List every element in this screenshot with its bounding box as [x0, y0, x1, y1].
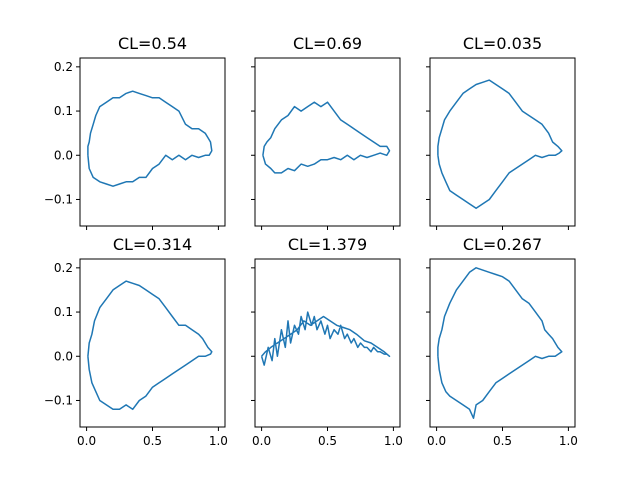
subplot-grid: CL=0.54 −0.1 0.0 0.1 0.2 CL=0.69 CL=0.035 CL=0.… [44, 34, 578, 448]
y-tick-label: 0.1 [54, 305, 73, 319]
axes-frame [429, 57, 576, 227]
y-tick-label: 0.1 [54, 104, 73, 118]
x-tick-label: 0.0 [427, 434, 446, 448]
axes-frame [254, 57, 401, 227]
subplot-4: CL=0.314 0.0 0.5 1.0 −0.1 0.0 0.1 0.2 [44, 235, 228, 448]
y-tick-label: 0.2 [54, 261, 73, 275]
x-tick-label: 0.0 [77, 434, 96, 448]
series-line [87, 280, 213, 411]
x-tick-label: 1.0 [559, 434, 578, 448]
subplot-title: CL=0.314 [113, 235, 192, 254]
subplot-title: CL=0.267 [463, 235, 542, 254]
axes-frame [429, 258, 576, 428]
subplot-title: CL=0.035 [463, 34, 542, 53]
subplot-6: CL=0.267 0.0 0.5 1.0 [426, 235, 578, 448]
y-tick-label: −0.1 [44, 393, 73, 407]
x-tick-label: 0.5 [493, 434, 512, 448]
series-line [262, 101, 391, 174]
y-tick-label: 0.0 [54, 148, 73, 162]
series-line [260, 311, 391, 366]
y-tick-label: 0.2 [54, 60, 73, 74]
axes-frame [79, 57, 226, 227]
x-tick-label: 1.0 [384, 434, 403, 448]
x-tick-label: 0.5 [318, 434, 337, 448]
subplot-5: CL=1.379 0.0 0.5 1.0 [251, 235, 403, 448]
series-line [437, 267, 563, 419]
subplot-2: CL=0.69 [251, 34, 401, 230]
series-line [87, 90, 213, 187]
x-tick-label: 0.0 [252, 434, 271, 448]
subplot-3: CL=0.035 [426, 34, 576, 230]
y-tick-label: −0.1 [44, 192, 73, 206]
axes-frame [79, 258, 226, 428]
y-tick-label: 0.0 [54, 349, 73, 363]
subplot-title: CL=1.379 [288, 235, 367, 254]
subplot-title: CL=0.69 [293, 34, 362, 53]
series-line [437, 79, 563, 210]
x-tick-label: 1.0 [209, 434, 228, 448]
x-tick-label: 0.5 [143, 434, 162, 448]
subplot-1: CL=0.54 −0.1 0.0 0.1 0.2 [44, 34, 226, 230]
subplot-title: CL=0.54 [118, 34, 187, 53]
